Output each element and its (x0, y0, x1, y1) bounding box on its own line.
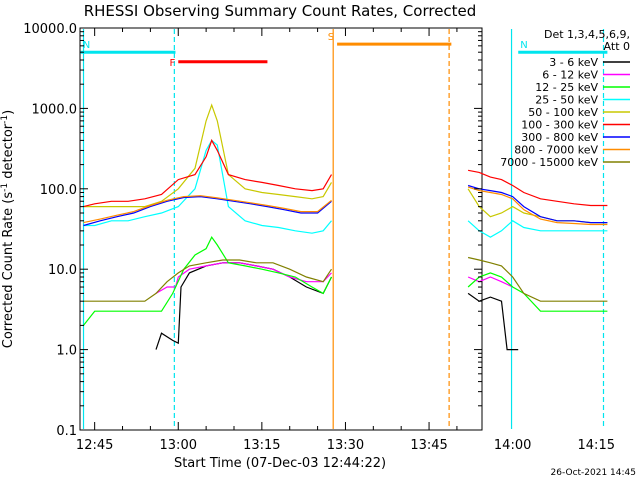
x-tick-label-6: 14:15 (578, 438, 615, 453)
x-tick-label-3: 13:30 (327, 438, 364, 453)
y-axis-label: Corrected Count Rate (s-1 detector-1) (0, 110, 16, 348)
x-axis-label: Start Time (07-Dec-03 12:44:22) (174, 456, 386, 471)
legend-header-1: Att 0 (604, 40, 630, 53)
series-line-6 (83, 184, 608, 227)
plot-area (79, 27, 483, 431)
y-tick-label-0: 0.1 (56, 424, 77, 439)
x-tick-label-2: 13:15 (243, 438, 280, 453)
flag-letter-1: N (520, 40, 527, 51)
legend-label-0: 3 - 6 keV (549, 56, 598, 69)
y-axis-label-sup1: -1 (0, 183, 10, 192)
legend-header-0: Det 1,3,4,5,6,9, (544, 28, 630, 41)
y-tick-label-3: 100.0 (40, 183, 77, 198)
y-tick-label-1: 1.0 (56, 344, 77, 359)
series-line-8 (83, 256, 608, 302)
y-axis-label-end: ) (1, 110, 16, 115)
legend-label-5: 100 - 300 keV (521, 119, 598, 132)
y-axis-ticks: 0.1 1.0 10.0 100.0 1000.0 10000.0 (23, 22, 482, 439)
legend-label-1: 6 - 12 keV (542, 69, 598, 82)
x-tick-label-4: 13:45 (410, 438, 447, 453)
flag-letter-3: S (328, 32, 334, 43)
legend-label-4: 50 - 100 keV (528, 106, 598, 119)
x-axis-ticks: 12:45 13:00 13:15 13:30 13:45 14:00 14:15 (76, 28, 615, 453)
legend-label-2: 12 - 25 keV (535, 81, 598, 94)
chart-title: RHESSI Observing Summary Count Rates, Co… (84, 2, 477, 20)
y-axis-label-sup2: -1 (0, 115, 10, 124)
y-tick-label-2: 10.0 (48, 263, 77, 278)
vertical-marker-lines (82, 29, 605, 429)
legend-label-8: 7000 - 15000 keV (500, 156, 598, 169)
legend-label-3: 25 - 50 keV (535, 94, 598, 107)
x-tick-label-1: 13:00 (160, 438, 197, 453)
flag-letter-0: N (83, 40, 90, 51)
series-line-5 (83, 138, 608, 208)
legend-label-6: 300 - 800 keV (521, 131, 598, 144)
flag-bars: N N F S (80, 32, 608, 69)
y-axis-label-tail: detector (1, 123, 16, 183)
y-tick-label-4: 1000.0 (32, 102, 78, 117)
footer-date: 26-Oct-2021 14:45 (551, 468, 636, 478)
y-axis-label-main: Corrected Count Rate (s (1, 192, 16, 349)
y-tick-label-5: 10000.0 (23, 22, 77, 37)
x-tick-label-5: 14:00 (494, 438, 531, 453)
series-lines (83, 103, 608, 351)
x-tick-label-0: 12:45 (76, 438, 113, 453)
series-line-7 (83, 186, 608, 226)
legend-label-7: 800 - 7000 keV (514, 144, 598, 157)
flag-letter-2: F (169, 58, 175, 69)
